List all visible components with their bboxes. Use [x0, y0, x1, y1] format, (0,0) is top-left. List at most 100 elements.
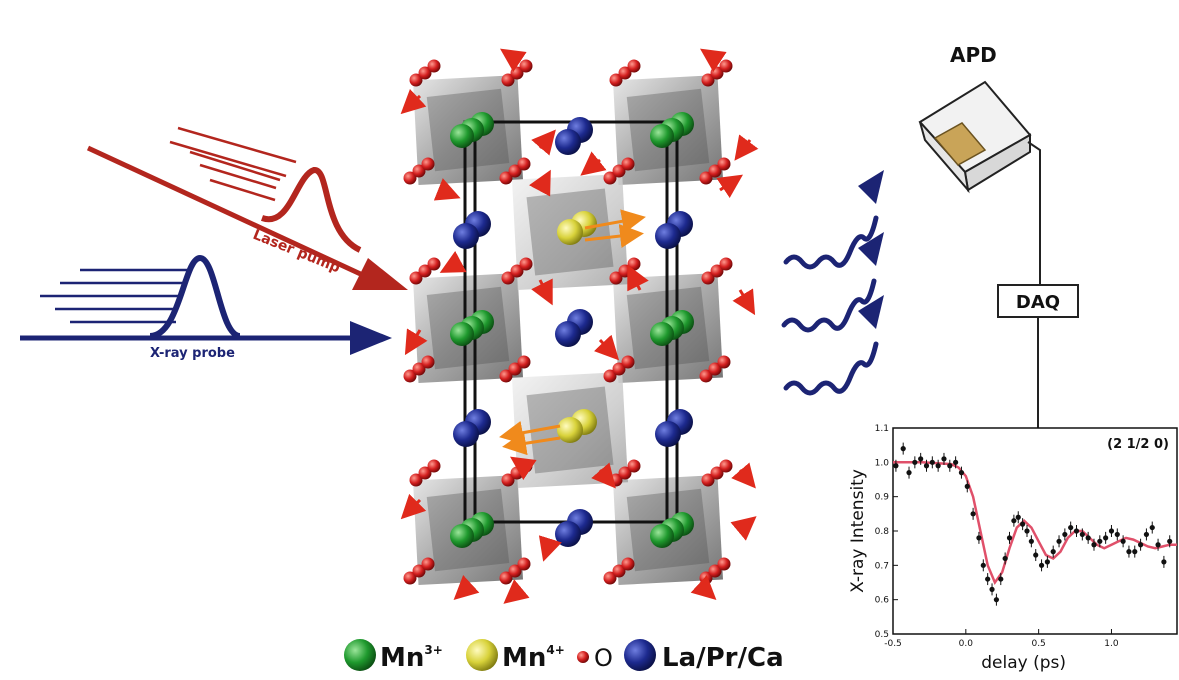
- data-marker: [1120, 538, 1126, 544]
- data-point: [918, 452, 924, 465]
- data-marker: [1155, 542, 1161, 548]
- data-point: [1126, 545, 1132, 558]
- oxygen-atom: [710, 264, 724, 278]
- legend-la-label: La/Pr/Ca: [662, 643, 784, 673]
- red-displacement-arrow: [716, 174, 743, 198]
- red-displacement-arrow: [453, 574, 480, 601]
- legend-mn3-sup: 3+: [424, 643, 442, 657]
- data-marker: [1024, 528, 1030, 534]
- x-tick-label: 0.0: [959, 639, 974, 649]
- y-tick-label: 0.8: [875, 527, 890, 537]
- la-pr-ca-atom: [555, 521, 581, 547]
- data-point: [1002, 552, 1008, 565]
- data-marker: [980, 562, 986, 568]
- apd-label: APD: [950, 43, 997, 67]
- data-marker: [964, 483, 970, 489]
- data-point: [1068, 521, 1074, 534]
- data-marker: [1006, 535, 1013, 541]
- data-marker: [1038, 562, 1045, 568]
- data-marker: [1161, 559, 1167, 565]
- oxygen-atom: [627, 459, 641, 473]
- mn3-atom: [650, 524, 674, 548]
- data-point: [1073, 525, 1080, 537]
- la-pr-ca-atom: [655, 223, 681, 249]
- legend-mn3-label: Mn: [380, 643, 424, 673]
- data-marker: [1114, 531, 1120, 538]
- data-point: [1062, 528, 1068, 541]
- data-marker: [1132, 549, 1138, 555]
- data-point: [1149, 521, 1155, 534]
- data-marker: [998, 576, 1004, 582]
- data-point: [1091, 538, 1097, 551]
- y-tick-label: 0.6: [875, 596, 890, 606]
- x-tick-label: -0.5: [884, 639, 902, 649]
- scattered-xrays: [781, 215, 879, 396]
- data-marker: [941, 456, 947, 462]
- oxygen-atom: [403, 369, 417, 383]
- svg-text:Mn3+: Mn3+: [380, 643, 443, 673]
- oxygen-atom: [499, 369, 513, 383]
- data-marker: [1002, 555, 1008, 562]
- oxygen-atom: [717, 157, 731, 171]
- data-marker: [1103, 535, 1109, 541]
- la-pr-ca-atom: [453, 421, 479, 447]
- oxygen-atom: [612, 564, 626, 578]
- data-point: [989, 583, 995, 596]
- data-marker: [1068, 524, 1074, 531]
- red-displacement-arrow: [531, 129, 556, 156]
- oxygen-atom: [699, 369, 713, 383]
- oxygen-atom: [710, 466, 724, 480]
- y-tick-label: 1.0: [875, 458, 890, 468]
- oxygen-atom: [627, 257, 641, 271]
- x-axis-label: delay (ps): [981, 653, 1066, 673]
- data-point: [947, 459, 953, 472]
- data-point: [970, 507, 976, 520]
- data-marker: [935, 463, 941, 469]
- data-marker: [1033, 552, 1039, 558]
- data-point: [1024, 525, 1030, 537]
- data-point: [1028, 535, 1034, 548]
- orange-displacement-arrow: [584, 209, 646, 234]
- data-point: [1161, 555, 1167, 568]
- data-marker: [985, 576, 991, 582]
- oxygen-atom: [517, 557, 531, 571]
- data-marker: [989, 586, 995, 592]
- oxygen-atom: [427, 59, 441, 73]
- data-point: [1137, 538, 1144, 551]
- y-tick-label: 0.9: [875, 493, 890, 503]
- data-point: [1132, 545, 1138, 558]
- xray-intensity-chart: 0.5 0.6 0.7 0.8 0.9 1.0 1.1 -0.5 0.0 0.5 1.0 (2 1/2…: [848, 424, 1178, 673]
- oxygen-atom: [412, 564, 426, 578]
- red-displacement-arrow: [731, 462, 756, 489]
- data-marker: [929, 459, 935, 465]
- data-point: [1033, 549, 1039, 562]
- data-point: [1011, 514, 1017, 527]
- data-point: [976, 531, 982, 544]
- data-marker: [1137, 542, 1144, 548]
- svg-text:Mn4+: Mn4+: [502, 643, 565, 673]
- la-pr-ca-atom: [555, 129, 581, 155]
- oxygen-atom: [621, 557, 635, 571]
- data-marker: [1167, 538, 1173, 544]
- y-axis-label: X-ray Intensity: [848, 469, 868, 593]
- data-point: [1044, 555, 1050, 568]
- oxygen-atom: [517, 355, 531, 369]
- red-displacement-arrow: [439, 250, 467, 273]
- oxygen-atom: [708, 564, 722, 578]
- data-marker: [958, 470, 965, 476]
- oxygen-atom: [418, 264, 432, 278]
- oxygen-atom: [418, 66, 432, 80]
- red-displacement-arrow: [433, 178, 461, 201]
- red-displacement-arrow: [732, 288, 756, 316]
- data-marker: [893, 463, 899, 469]
- chart-annotation: (2 1/2 0): [1107, 437, 1169, 452]
- data-marker: [970, 511, 976, 517]
- oxygen-atom: [519, 257, 533, 271]
- data-point: [1020, 518, 1026, 531]
- red-displacement-arrow: [400, 88, 427, 115]
- data-marker: [976, 535, 982, 541]
- oxygen-atom: [612, 362, 626, 376]
- red-displacement-arrow: [730, 516, 757, 541]
- data-point: [929, 456, 935, 469]
